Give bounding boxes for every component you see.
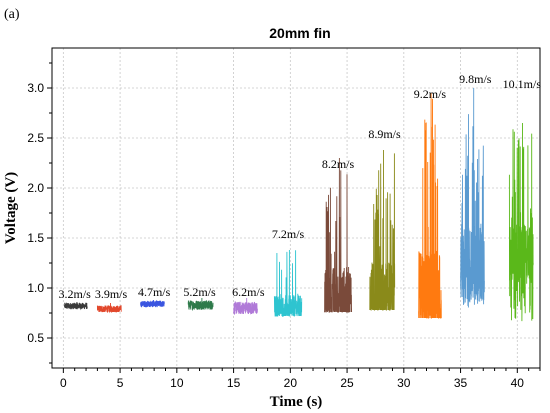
y-tick-label: 2.5: [27, 131, 44, 145]
speed-label: 7.2m/s: [272, 227, 305, 241]
y-tick-label: 0.5: [27, 331, 44, 345]
series-line: [369, 149, 396, 311]
series-line: [273, 249, 303, 318]
speed-label: 8.2m/s: [322, 157, 355, 171]
series-line: [418, 92, 442, 319]
series-line: [508, 122, 534, 322]
speed-label: 6.2m/s: [232, 285, 265, 299]
y-tick-label: 1.0: [27, 281, 44, 295]
speed-label: 4.7m/s: [138, 285, 171, 299]
x-tick-label: 5: [117, 376, 124, 390]
x-axis-label: Time (s): [270, 394, 323, 410]
grid: [52, 48, 540, 368]
speed-label: 10.1m/s: [503, 77, 542, 91]
speed-label: 3.2m/s: [59, 287, 92, 301]
panel-label: (a): [4, 7, 20, 22]
x-tick-label: 10: [170, 376, 184, 390]
series-line: [460, 87, 485, 308]
x-tick-label: 15: [227, 376, 241, 390]
plot-frame: [51, 47, 541, 369]
plot-area: [64, 87, 534, 322]
y-tick-label: 3.0: [27, 81, 44, 95]
speed-label: 9.8m/s: [459, 72, 492, 86]
annotations: 3.2m/s 3.9m/s 4.7m/s 5.2m/s 6.2m/s 7.2m/s 8.2m…: [59, 72, 542, 301]
series-line: [187, 297, 214, 311]
x-tick-label: 35: [454, 376, 468, 390]
series-line: [324, 157, 353, 313]
y-tick-label: 2.0: [27, 181, 44, 195]
speed-label: 5.2m/s: [183, 285, 216, 299]
series-line: [233, 297, 258, 316]
x-tick-label: 40: [511, 376, 525, 390]
chart-title: 20mm fin: [269, 25, 330, 41]
y-tick-label: 1.5: [27, 231, 44, 245]
series-line: [96, 302, 122, 314]
x-tick-label: 30: [397, 376, 411, 390]
x-tick-label: 25: [340, 376, 354, 390]
series-line: [140, 299, 165, 308]
speed-label: 3.9m/s: [95, 287, 128, 301]
series-line: [64, 301, 88, 311]
axes: 0 5 10 15 20 25 30 35 40 0.5 1.0 1.5 2.0 2.5 3.0: [27, 62, 541, 390]
y-axis-label: Voltage (V): [3, 172, 19, 244]
x-tick-label: 0: [60, 376, 67, 390]
speed-label: 9.2m/s: [414, 87, 447, 101]
x-tick-label: 20: [284, 376, 298, 390]
speed-label: 8.9m/s: [368, 127, 401, 141]
